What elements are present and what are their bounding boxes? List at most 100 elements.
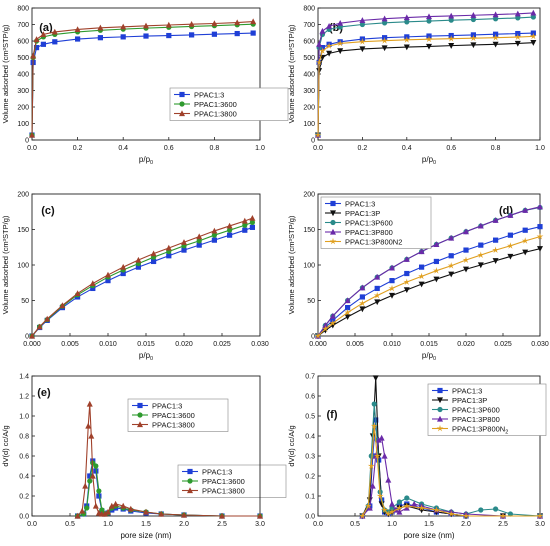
x-tick-label: 0.0: [313, 145, 323, 152]
x-axis-label: p/p0: [139, 155, 153, 166]
x-tick-label: 0.005: [346, 341, 364, 348]
y-axis-label: dV(d) cc/A/g: [287, 425, 296, 466]
data-point: [477, 222, 484, 229]
x-tick-label: 1.0: [255, 145, 265, 152]
data-point: [359, 46, 366, 53]
legend-label: PPAC1:3800: [194, 109, 237, 118]
series-line: [317, 248, 541, 337]
y-tick-label: 0: [311, 138, 315, 145]
data-point: [319, 27, 326, 34]
x-tick-label: 0.015: [137, 341, 155, 348]
data-point: [381, 452, 388, 459]
data-point: [97, 35, 103, 41]
data-point: [359, 294, 365, 300]
legend: PPAC1:3PPAC1:3PPPAC1:3P600PPAC1:3P800PPA…: [427, 383, 547, 436]
series-ppac1-3800: [29, 18, 257, 138]
data-point: [477, 251, 485, 258]
legend-marker: [187, 487, 193, 494]
data-point: [463, 266, 469, 273]
y-axis-label: Volume adsorbed (cm³STP/g): [287, 215, 296, 314]
data-point: [403, 278, 411, 285]
data-point: [326, 22, 333, 29]
y-axis-label: Volume adsorbed (cm³STP/g): [287, 24, 296, 123]
legend-marker: [179, 91, 185, 98]
data-point: [158, 510, 165, 517]
legend-marker: [437, 415, 443, 422]
data-point: [374, 299, 381, 306]
data-point: [374, 273, 381, 280]
data-point: [44, 315, 51, 322]
panel-e: 0.0 0.5 1.0 1.5 2.0 2.5 3.0 0.0 0.2 0.4 0.6 0.8 1.0 1…: [1, 374, 265, 541]
data-point: [29, 332, 35, 339]
data-point: [85, 422, 92, 429]
y-tick-label: 500: [17, 55, 29, 62]
data-point: [507, 232, 513, 238]
y-tick-label: 1.0: [19, 414, 29, 421]
data-point: [372, 375, 379, 382]
data-point: [326, 50, 333, 57]
legend-label: PPAC1:3600: [194, 100, 237, 109]
data-point: [188, 20, 195, 27]
y-tick-label: 0.5: [305, 414, 315, 421]
data-point: [463, 228, 469, 235]
data-point: [381, 45, 388, 52]
data-point: [419, 264, 425, 270]
y-tick-label: 500: [303, 55, 315, 62]
data-point: [492, 217, 499, 223]
data-point: [359, 21, 365, 28]
data-point: [329, 319, 337, 327]
panel-label: (e): [37, 387, 51, 399]
data-point: [181, 511, 187, 518]
panel-label: (f): [327, 409, 338, 421]
data-point: [492, 11, 499, 18]
data-point: [143, 33, 149, 39]
y-tick-label: 300: [303, 88, 315, 95]
y-tick-label: 100: [303, 263, 315, 270]
data-point: [537, 246, 543, 252]
legend-marker: [330, 219, 336, 226]
data-point: [196, 238, 202, 244]
x-tick-label: 0.5: [65, 521, 75, 528]
data-point: [478, 507, 484, 513]
series-ppac1-3p600: [315, 14, 536, 138]
data-point: [507, 212, 514, 218]
series-line: [317, 42, 534, 136]
legend-marker: [179, 110, 185, 117]
y-tick-label: 0.4: [19, 474, 29, 481]
data-point: [358, 299, 366, 307]
data-point: [404, 270, 410, 277]
x-tick-label: 0.000: [309, 341, 327, 348]
x-tick-label: 0.0: [27, 521, 37, 528]
series-ppac1-3p800n2: [314, 233, 544, 339]
data-point: [529, 32, 537, 40]
data-point: [165, 244, 172, 251]
y-tick-label: 800: [17, 6, 29, 13]
data-point: [514, 40, 521, 47]
data-point: [359, 17, 366, 23]
x-tick-label: 0.6: [446, 145, 456, 152]
y-axis-label: Volume adsorbed (cm³STP/g): [1, 24, 10, 123]
data-point: [404, 495, 410, 501]
data-point: [426, 13, 432, 20]
legend-label: PPAC1:3: [345, 199, 375, 208]
data-point: [249, 224, 255, 230]
legend-label: PPAC1:3600: [152, 411, 195, 420]
data-point: [86, 400, 93, 407]
data-point: [395, 504, 403, 511]
data-point: [418, 248, 425, 255]
data-point: [165, 21, 172, 28]
data-point: [79, 507, 86, 514]
data-point: [403, 14, 410, 21]
plot-frame: [31, 193, 261, 337]
y-tick-label: 0.6: [305, 394, 315, 401]
x-tick-label: 1.5: [424, 521, 434, 528]
x-tick-label: 0.010: [383, 341, 401, 348]
data-point: [105, 278, 111, 284]
data-point: [74, 512, 81, 519]
data-point: [536, 512, 544, 519]
legend-marker: [137, 402, 143, 409]
data-point: [84, 505, 90, 511]
series-ppac1-3p800n: [358, 422, 544, 519]
x-tick-label: 0.025: [213, 341, 231, 348]
x-axis-label: p/p0: [422, 155, 436, 166]
